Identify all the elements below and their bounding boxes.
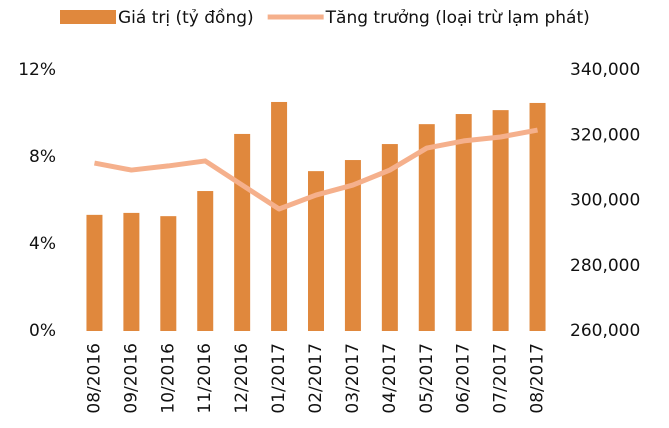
bar (308, 171, 324, 331)
bar (271, 101, 288, 331)
x-tick-label: 02/2017 (306, 343, 326, 414)
x-tick-label: 09/2016 (121, 343, 141, 414)
bar (418, 124, 435, 331)
y-tick-label: 12% (18, 60, 56, 80)
y2-tick-label: 260,000 (570, 321, 640, 341)
x-tick-label: 01/2017 (269, 343, 289, 414)
y2-tick-label: 340,000 (570, 60, 640, 80)
y2-tick-label: 280,000 (570, 256, 640, 276)
x-tick-label: 11/2016 (195, 343, 215, 414)
x-tick-label: 03/2017 (343, 343, 363, 414)
y-tick-label: 4% (29, 234, 56, 254)
bar (455, 114, 472, 331)
bar (381, 144, 398, 331)
legend-label: Tăng trưởng (loại trừ lạm phát) (325, 8, 590, 28)
bar (86, 214, 103, 331)
x-tick-label: 04/2017 (380, 343, 400, 414)
legend-swatch (60, 10, 116, 24)
x-tick-label: 08/2016 (84, 343, 104, 414)
legend-label: Giá trị (tỷ đồng) (118, 7, 254, 28)
x-tick-label: 05/2017 (417, 343, 437, 414)
x-tick-label: 07/2017 (491, 343, 511, 414)
bar (160, 216, 177, 331)
bar (529, 102, 546, 331)
x-tick-label: 10/2016 (158, 343, 178, 414)
y-tick-label: 8% (29, 147, 56, 167)
line (93, 127, 539, 212)
bar (197, 191, 214, 331)
x-tick-label: 12/2016 (232, 343, 252, 414)
bar (123, 212, 140, 331)
bar (344, 160, 361, 331)
x-tick-label: 06/2017 (454, 343, 474, 414)
y2-tick-label: 320,000 (570, 125, 640, 145)
bar (492, 110, 509, 331)
x-tick-label: 08/2017 (528, 343, 548, 414)
bar (234, 133, 251, 331)
y-tick-label: 0% (29, 321, 56, 341)
y2-tick-label: 300,000 (570, 191, 640, 211)
